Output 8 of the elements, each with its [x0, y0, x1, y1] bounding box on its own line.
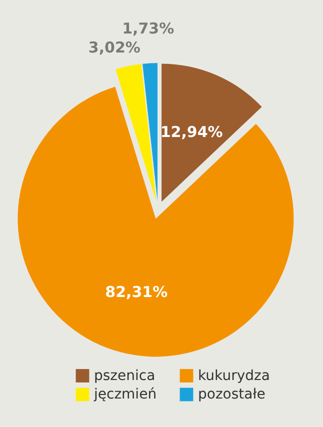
legend-label: pozostałe — [198, 386, 266, 402]
legend-label: jęczmień — [93, 386, 157, 402]
data-label: 12,94% — [160, 123, 223, 142]
legend-label: kukurydza — [198, 368, 270, 384]
data-label: 1,73% — [122, 19, 174, 38]
legend-label: pszenica — [94, 368, 156, 384]
data-label: 3,02% — [88, 38, 140, 56]
data-label: 82,31% — [105, 283, 168, 302]
